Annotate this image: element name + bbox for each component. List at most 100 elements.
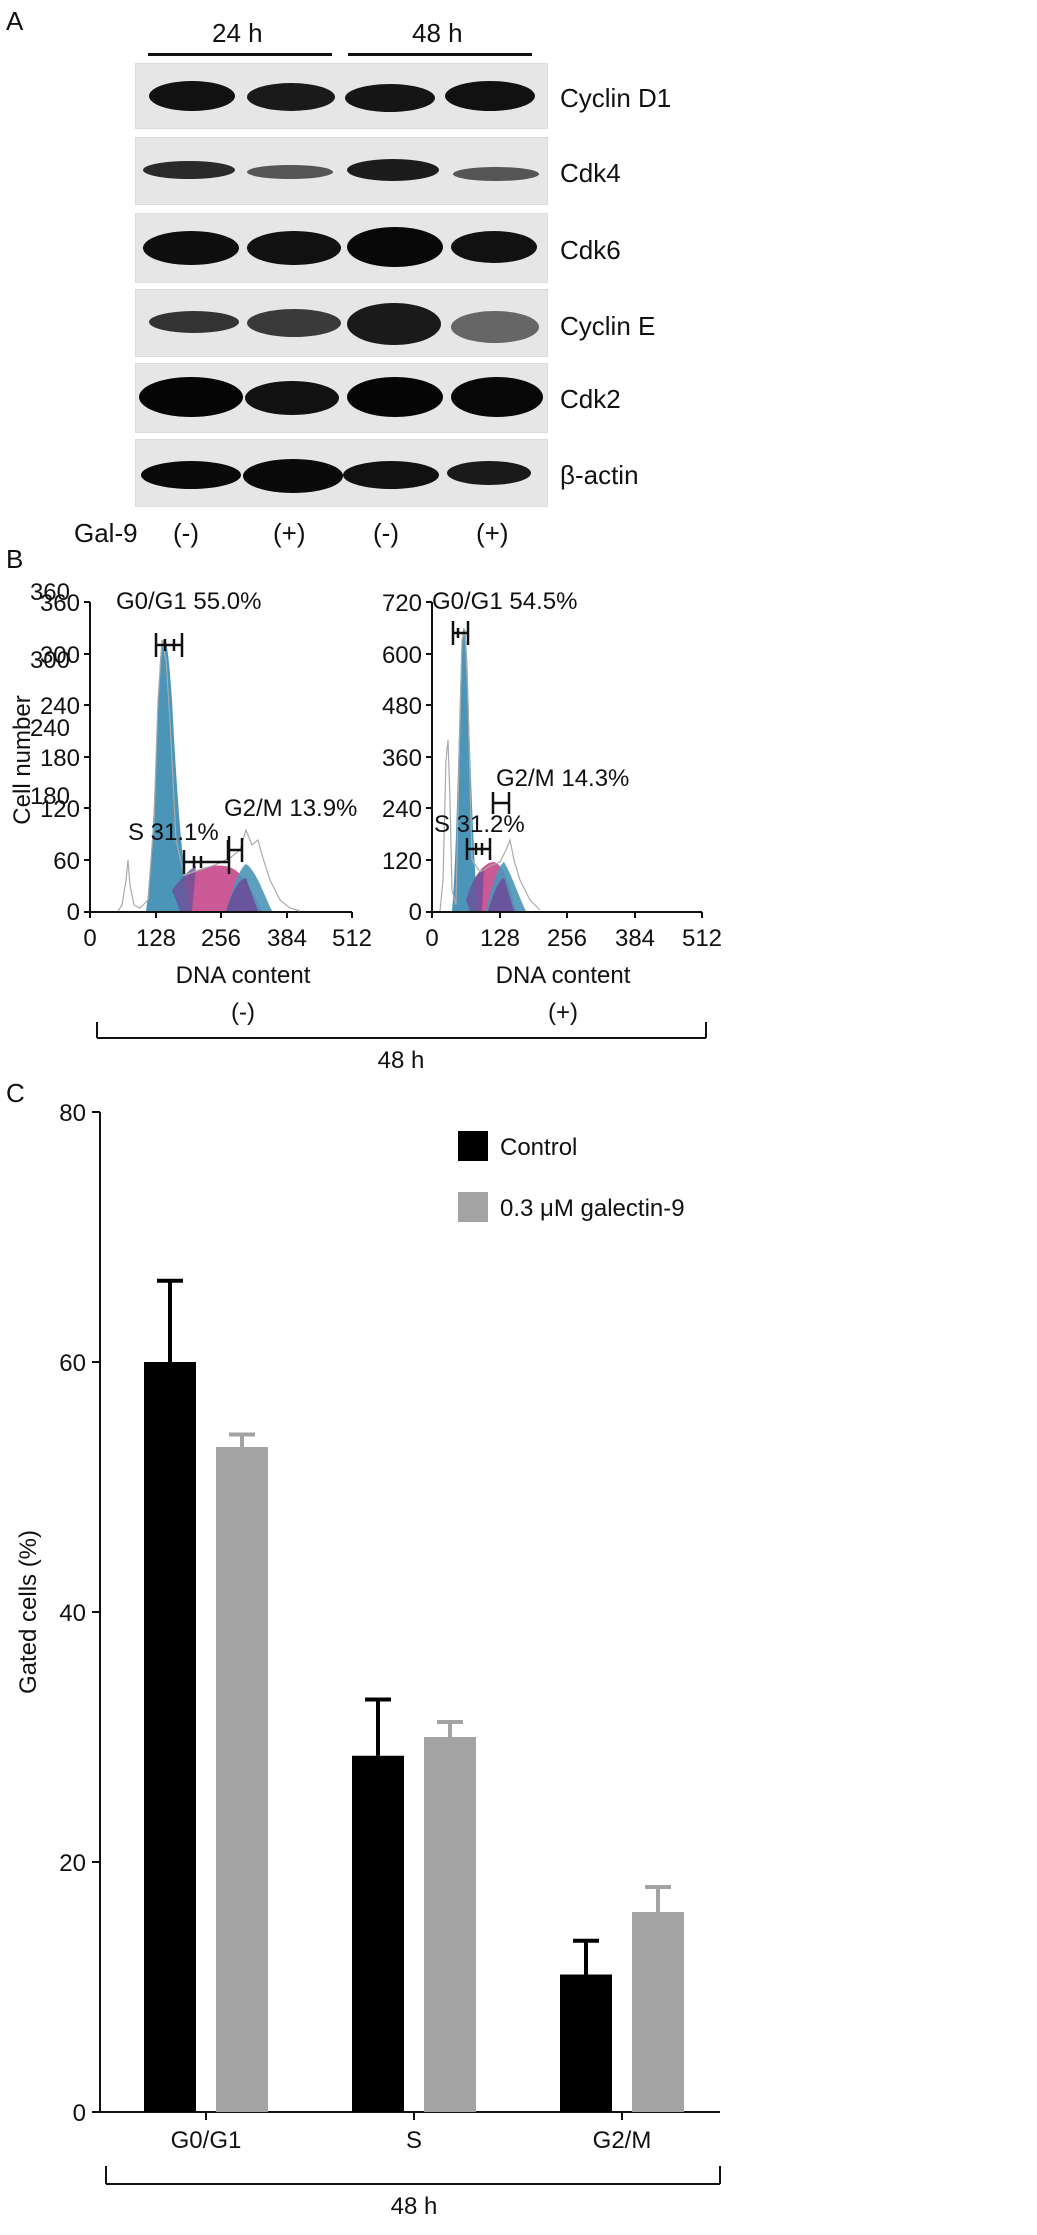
legend-label-control: Control <box>500 1134 577 1161</box>
protein-label-beta-actin: β-actin <box>560 460 639 490</box>
lane-sign-2: (+) <box>273 518 306 548</box>
lane-sign-3: (-) <box>373 518 399 548</box>
bar-chart: 0 20 40 60 80 G0/G1 S G2/M Gated cells (%) Con… <box>15 1100 721 2220</box>
xtick-label: 384 <box>615 925 655 952</box>
chart-time-bracket <box>105 2166 721 2185</box>
blot-strip-cyclin-d1 <box>135 63 548 129</box>
band <box>451 377 543 417</box>
overlap-area <box>172 866 196 911</box>
x-tick-label: G0/G1 <box>171 2127 242 2154</box>
ytick-label: 360 <box>30 579 70 606</box>
y-tick-label: 20 <box>59 1850 86 1877</box>
blot-strip-cyclin-e <box>135 289 548 357</box>
xtick-label: 256 <box>547 925 587 952</box>
blot-strip-cdk4 <box>135 137 548 205</box>
blot-strip-cdk2 <box>135 363 548 433</box>
g2m-area <box>486 862 526 911</box>
chart-y-ticks <box>92 1111 100 2113</box>
chart-x-tick-labels: G0/G1 S G2/M <box>171 2112 652 2154</box>
bar-control <box>560 1974 612 2112</box>
y-tick-label: 80 <box>59 1100 86 1127</box>
legend-label-galectin: 0.3 μM galectin-9 <box>500 1195 685 1222</box>
ytick-label: 0 <box>409 899 422 926</box>
chart-ylabel: Gated cells (%) <box>15 1530 42 1694</box>
xtick-label: 512 <box>332 925 372 952</box>
chart-xlabel: 48 h <box>391 2193 438 2220</box>
xtick-label: 128 <box>480 925 520 952</box>
y-tick-label: 40 <box>59 1600 86 1627</box>
xtick-label: 0 <box>425 925 438 952</box>
s-gate-label: S 31.1% <box>128 819 219 846</box>
y-tick-label: 0 <box>73 2100 86 2127</box>
protein-label-cdk6: Cdk6 <box>560 235 621 265</box>
lane-sign-4: (+) <box>476 518 509 548</box>
band <box>243 459 343 493</box>
time-bracket-48h <box>348 53 532 56</box>
bar-galectin <box>632 1912 684 2112</box>
band <box>343 461 439 489</box>
chart-legend: Control 0.3 μM galectin-9 <box>458 1131 685 1222</box>
band <box>453 167 539 181</box>
flow-condition: (+) <box>548 999 578 1026</box>
band <box>347 377 443 417</box>
band <box>347 159 439 181</box>
xtick-label: 512 <box>682 925 722 952</box>
band <box>139 377 243 417</box>
ytick-label: 180 <box>30 783 70 810</box>
panel-a-letter: A <box>6 6 24 36</box>
band <box>247 165 333 179</box>
protein-label-cdk2: Cdk2 <box>560 384 621 414</box>
protein-label-cdk4: Cdk4 <box>560 158 621 188</box>
x-ticks <box>89 912 353 918</box>
band <box>141 461 241 489</box>
overlap-area <box>466 868 484 911</box>
protein-label-cyclin-d1: Cyclin D1 <box>560 83 672 113</box>
chart-y-tick-labels: 0 20 40 60 80 <box>59 1100 86 2127</box>
xtick-label: 128 <box>136 925 176 952</box>
band <box>247 309 341 337</box>
bar-control <box>352 1755 404 2112</box>
xtick-label: 0 <box>83 925 96 952</box>
x-tick-label: S <box>406 2127 422 2154</box>
legend-swatch-galectin <box>458 1192 488 1222</box>
band <box>245 381 339 415</box>
s-gate-label: S 31.2% <box>434 811 525 838</box>
band <box>447 461 531 485</box>
x-ticks <box>431 912 703 918</box>
band <box>345 84 435 112</box>
s-phase-area <box>150 865 262 911</box>
ytick-label: 0 <box>67 899 80 926</box>
band <box>451 231 537 263</box>
ytick-label: 60 <box>53 848 80 875</box>
ytick-label: 300 <box>30 647 70 674</box>
blot-strip-beta-actin <box>135 439 548 507</box>
time-label-48h: 48 h <box>412 18 463 48</box>
panel-c-letter: C <box>6 1078 25 1108</box>
band <box>149 311 239 333</box>
overlap-area <box>226 878 258 911</box>
flow-time-label: 48 h <box>378 1047 425 1074</box>
ytick-label: 240 <box>30 715 70 742</box>
ytick-label: 120 <box>382 848 422 875</box>
overlap-area <box>488 878 514 911</box>
lane-sign-1: (-) <box>173 518 199 548</box>
protein-label-cyclin-e: Cyclin E <box>560 311 656 341</box>
bar-galectin <box>216 1447 268 2112</box>
time-bracket-flow <box>96 1022 707 1039</box>
chart-error-bars <box>157 1278 671 1975</box>
panel-b-letter: B <box>6 544 24 574</box>
band <box>143 161 235 179</box>
chart-bars <box>144 1362 684 2112</box>
y-tick-label: 60 <box>59 1350 86 1377</box>
flow-histogram-control: 360 300 240 180 <box>30 579 70 810</box>
time-bracket-24h <box>148 53 332 56</box>
x-tick-label: G2/M <box>593 2127 652 2154</box>
time-label-24h: 24 h <box>212 18 263 48</box>
band <box>143 231 239 265</box>
band <box>247 231 341 265</box>
s-phase-area <box>462 862 516 911</box>
band <box>347 303 441 345</box>
legend-swatch-control <box>458 1131 488 1161</box>
bar-control <box>144 1362 196 2112</box>
flow-xlabel: DNA content <box>176 962 311 989</box>
